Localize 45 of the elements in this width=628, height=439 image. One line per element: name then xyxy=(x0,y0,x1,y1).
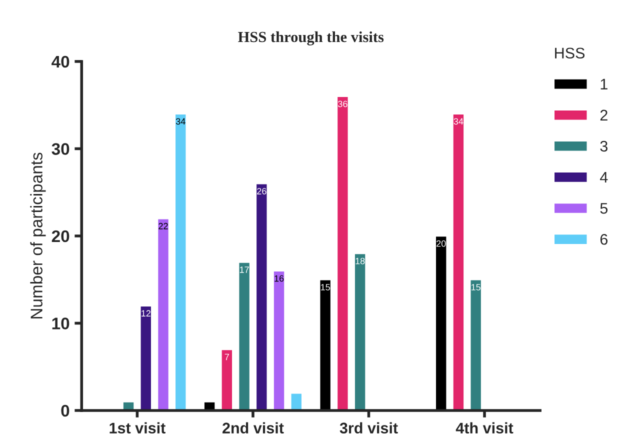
data-label: 18 xyxy=(356,258,365,264)
bar xyxy=(220,348,234,410)
legend-label: 1 xyxy=(600,78,608,90)
x-tick-label: 4th visit xyxy=(456,422,514,434)
data-label: 7 xyxy=(224,354,229,360)
bar xyxy=(238,261,251,410)
x-tick-label: 3rd visit xyxy=(340,422,398,434)
data-label: 34 xyxy=(454,118,464,125)
data-label: 15 xyxy=(321,284,330,290)
y-tick-label: 20 xyxy=(52,230,70,242)
bar xyxy=(452,113,465,410)
y-axis-title: Number of participants xyxy=(30,152,46,318)
data-label: 15 xyxy=(471,284,480,290)
bar xyxy=(354,252,367,410)
bar xyxy=(469,278,482,410)
bar xyxy=(174,113,188,410)
chart-title: HSS through the visits xyxy=(238,31,384,46)
data-label: 17 xyxy=(240,266,249,273)
legend-label: 3 xyxy=(600,140,608,152)
data-label: 20 xyxy=(436,240,446,247)
data-label: 12 xyxy=(142,310,150,316)
data-label: 26 xyxy=(257,188,266,194)
y-tick-label: 30 xyxy=(52,143,70,155)
bar xyxy=(255,182,268,410)
data-label: 36 xyxy=(338,100,348,108)
legend-title: HSS xyxy=(555,48,585,59)
data-label: 22 xyxy=(158,222,168,230)
bar xyxy=(139,305,152,410)
bar xyxy=(290,392,303,410)
y-tick-label: 0 xyxy=(61,404,70,417)
legend-label: 5 xyxy=(600,203,608,214)
legend-label: 4 xyxy=(600,172,608,183)
bar xyxy=(156,218,170,410)
bar xyxy=(336,96,350,410)
legend-label: 2 xyxy=(600,110,608,120)
x-tick-label: 1st visit xyxy=(110,422,166,434)
data-label: 16 xyxy=(274,275,284,282)
data-label: 34 xyxy=(176,118,186,125)
bar xyxy=(272,270,286,410)
legend-label: 6 xyxy=(600,234,608,245)
x-tick-label: 2nd visit xyxy=(222,422,284,434)
y-tick-label: 40 xyxy=(52,56,70,68)
bar xyxy=(434,235,448,410)
y-tick-label: 10 xyxy=(52,318,70,330)
bar xyxy=(318,278,332,410)
